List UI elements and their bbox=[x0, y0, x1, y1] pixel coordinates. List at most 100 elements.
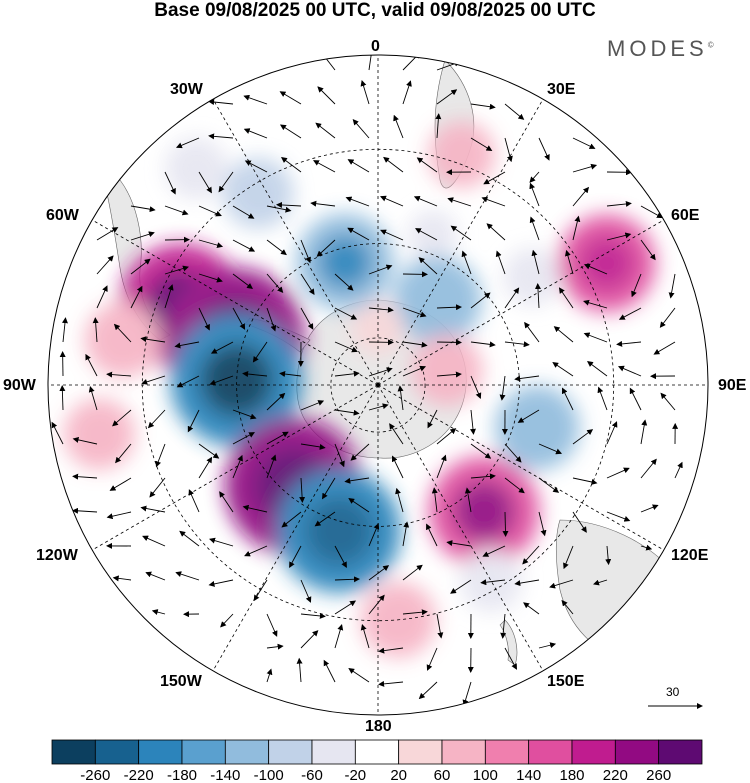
wind-vector bbox=[106, 511, 132, 520]
wind-vector bbox=[502, 511, 509, 537]
wind-vector bbox=[242, 504, 268, 513]
wind-vector bbox=[504, 647, 517, 670]
wind-vector bbox=[113, 323, 132, 343]
wind-vector bbox=[470, 375, 482, 400]
wind-vector bbox=[109, 477, 132, 491]
wind-vector bbox=[179, 530, 200, 547]
wind-vector bbox=[266, 273, 284, 293]
wind-vector bbox=[450, 225, 472, 241]
wind-vector bbox=[244, 160, 268, 173]
wind-vector bbox=[561, 387, 574, 411]
wind-vector bbox=[147, 409, 166, 429]
wind-vector bbox=[616, 340, 642, 347]
wind-vector bbox=[198, 273, 223, 283]
wind-vector bbox=[368, 565, 390, 581]
wind-vector bbox=[606, 232, 632, 241]
anomaly-blob-8 bbox=[84, 302, 161, 378]
wind-vector bbox=[514, 375, 540, 382]
wind-vector bbox=[572, 186, 590, 207]
meridian-line bbox=[377, 99, 544, 386]
colorbar-swatch bbox=[224, 739, 270, 765]
lon-label-30w: 30W bbox=[170, 81, 203, 98]
wind-vector bbox=[413, 195, 438, 207]
colorbar-tick-label: 140 bbox=[516, 767, 541, 783]
wind-vector bbox=[572, 429, 594, 445]
wind-vector bbox=[334, 370, 360, 377]
wind-vector bbox=[583, 299, 608, 309]
wind-vector bbox=[350, 443, 370, 461]
wind-vector bbox=[606, 421, 618, 445]
wind-vector bbox=[155, 443, 166, 468]
wind-vector bbox=[266, 392, 286, 411]
wind-vector bbox=[198, 239, 224, 249]
wind-vector bbox=[347, 227, 370, 241]
colorbar-tick-label: 260 bbox=[646, 767, 671, 783]
wind-vector bbox=[523, 602, 540, 615]
wind-vector bbox=[436, 339, 462, 346]
wind-vector bbox=[164, 265, 189, 275]
wind-vector bbox=[300, 612, 326, 619]
wind-vector bbox=[323, 659, 336, 683]
wind-vector bbox=[561, 599, 574, 615]
wind-vector bbox=[232, 273, 253, 289]
wind-vector bbox=[461, 250, 472, 275]
wind-vector bbox=[416, 157, 438, 173]
wind-vector bbox=[279, 371, 302, 377]
wind-vector bbox=[436, 89, 458, 105]
wind-vector bbox=[300, 630, 319, 649]
wind-vector bbox=[606, 511, 631, 522]
wind-vector bbox=[470, 341, 496, 348]
wind-vector bbox=[334, 341, 358, 353]
meridian-line bbox=[212, 99, 379, 386]
wind-vector bbox=[450, 579, 472, 594]
anomaly-blob-19 bbox=[411, 334, 483, 406]
colorbar-swatch bbox=[571, 739, 616, 765]
wind-vector bbox=[368, 306, 394, 313]
wind-vector bbox=[344, 477, 370, 484]
wind-vector bbox=[266, 668, 273, 683]
wind-vector bbox=[352, 119, 370, 139]
wind-vector bbox=[426, 523, 438, 547]
wind-vector bbox=[436, 428, 457, 445]
wind-vector bbox=[360, 80, 370, 105]
wind-vector bbox=[402, 307, 427, 318]
wind-vector bbox=[72, 507, 98, 514]
wind-vector bbox=[631, 273, 642, 298]
wind-vector bbox=[61, 317, 68, 343]
wind-vector bbox=[209, 537, 234, 547]
anomaly-blob-0 bbox=[428, 121, 496, 188]
wind-vector bbox=[142, 535, 166, 547]
wind-vector bbox=[504, 137, 513, 163]
wind-vector bbox=[435, 113, 442, 139]
wind-vector bbox=[266, 431, 289, 445]
anomaly-blob-3 bbox=[393, 255, 482, 345]
wind-vector bbox=[266, 205, 292, 213]
wind-vector bbox=[572, 511, 587, 533]
wind-vector bbox=[316, 239, 336, 257]
anomaly-layer bbox=[63, 121, 656, 658]
map-title: Base 09/08/2025 00 UTC, valid 09/08/2025… bbox=[154, 0, 596, 21]
wind-vector bbox=[112, 575, 132, 582]
colorbar-tick-label: -140 bbox=[210, 767, 240, 783]
anomaly-blob-16 bbox=[459, 549, 523, 613]
wind-vector bbox=[219, 491, 234, 513]
wind-vector bbox=[334, 409, 360, 416]
wind-vector bbox=[145, 571, 166, 581]
wind-vector bbox=[529, 171, 540, 183]
wind-vector bbox=[210, 341, 234, 354]
wind-vector bbox=[427, 409, 438, 429]
wind-vector bbox=[96, 227, 119, 241]
wind-vector bbox=[314, 511, 336, 527]
colorbar-swatch bbox=[94, 739, 140, 765]
colorbar-swatch bbox=[614, 739, 660, 765]
wind-vector bbox=[164, 284, 174, 309]
wind-vector bbox=[198, 443, 220, 459]
wind-vector bbox=[605, 545, 612, 566]
colorbar-tick-label: -100 bbox=[254, 767, 284, 783]
wind-vector bbox=[115, 443, 132, 464]
lon-label-120w: 120W bbox=[36, 547, 78, 564]
wind-vector bbox=[175, 571, 200, 581]
wind-vector bbox=[504, 103, 525, 120]
lon-label-150e: 150E bbox=[547, 673, 585, 690]
